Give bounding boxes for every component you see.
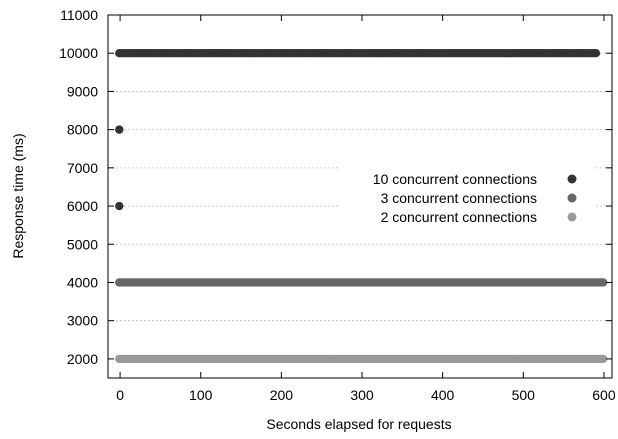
series-2	[115, 278, 608, 287]
legend: 10 concurrent connections 3 concurrent co…	[340, 166, 594, 227]
y-tick-label: 10000	[59, 45, 98, 61]
legend-marker	[567, 193, 577, 203]
ticks-layer: 2000300040005000600070008000900010000110…	[59, 7, 616, 403]
y-tick-label: 5000	[67, 236, 98, 252]
series-1	[115, 49, 601, 211]
legend-entry-label: 10 concurrent connections	[373, 171, 537, 187]
y-tick-label: 11000	[60, 7, 98, 23]
x-tick-label: 400	[431, 387, 455, 403]
plot-frame	[107, 14, 613, 379]
data-point	[115, 201, 124, 211]
x-tick-label: 600	[592, 387, 616, 403]
legend-entry-label: 3 concurrent connections	[381, 190, 537, 206]
y-tick-label: 3000	[67, 313, 98, 329]
series-3	[115, 354, 608, 364]
x-tick-label: 200	[270, 387, 294, 403]
y-tick-label: 6000	[67, 198, 98, 214]
legend-marker	[567, 212, 577, 222]
y-tick-label: 9000	[67, 83, 98, 99]
legend-marker	[567, 174, 577, 184]
data-point	[598, 278, 608, 287]
y-tick-label: 2000	[67, 351, 98, 367]
y-tick-label: 7000	[67, 160, 98, 176]
data-point	[598, 354, 608, 364]
y-tick-label: 8000	[67, 122, 98, 138]
legend-background	[340, 166, 594, 227]
points-layer	[115, 49, 608, 364]
x-tick-label: 100	[189, 387, 213, 403]
x-tick-label: 0	[116, 387, 124, 403]
x-tick-label: 500	[512, 387, 536, 403]
data-point	[591, 49, 601, 58]
x-tick-label: 300	[350, 387, 374, 403]
y-axis-label: Response time (ms)	[10, 133, 26, 258]
legend-entry-label: 2 concurrent connections	[381, 209, 537, 225]
x-axis-label: Seconds elapsed for requests	[266, 416, 451, 432]
y-tick-label: 4000	[67, 274, 98, 290]
data-point	[115, 125, 124, 134]
